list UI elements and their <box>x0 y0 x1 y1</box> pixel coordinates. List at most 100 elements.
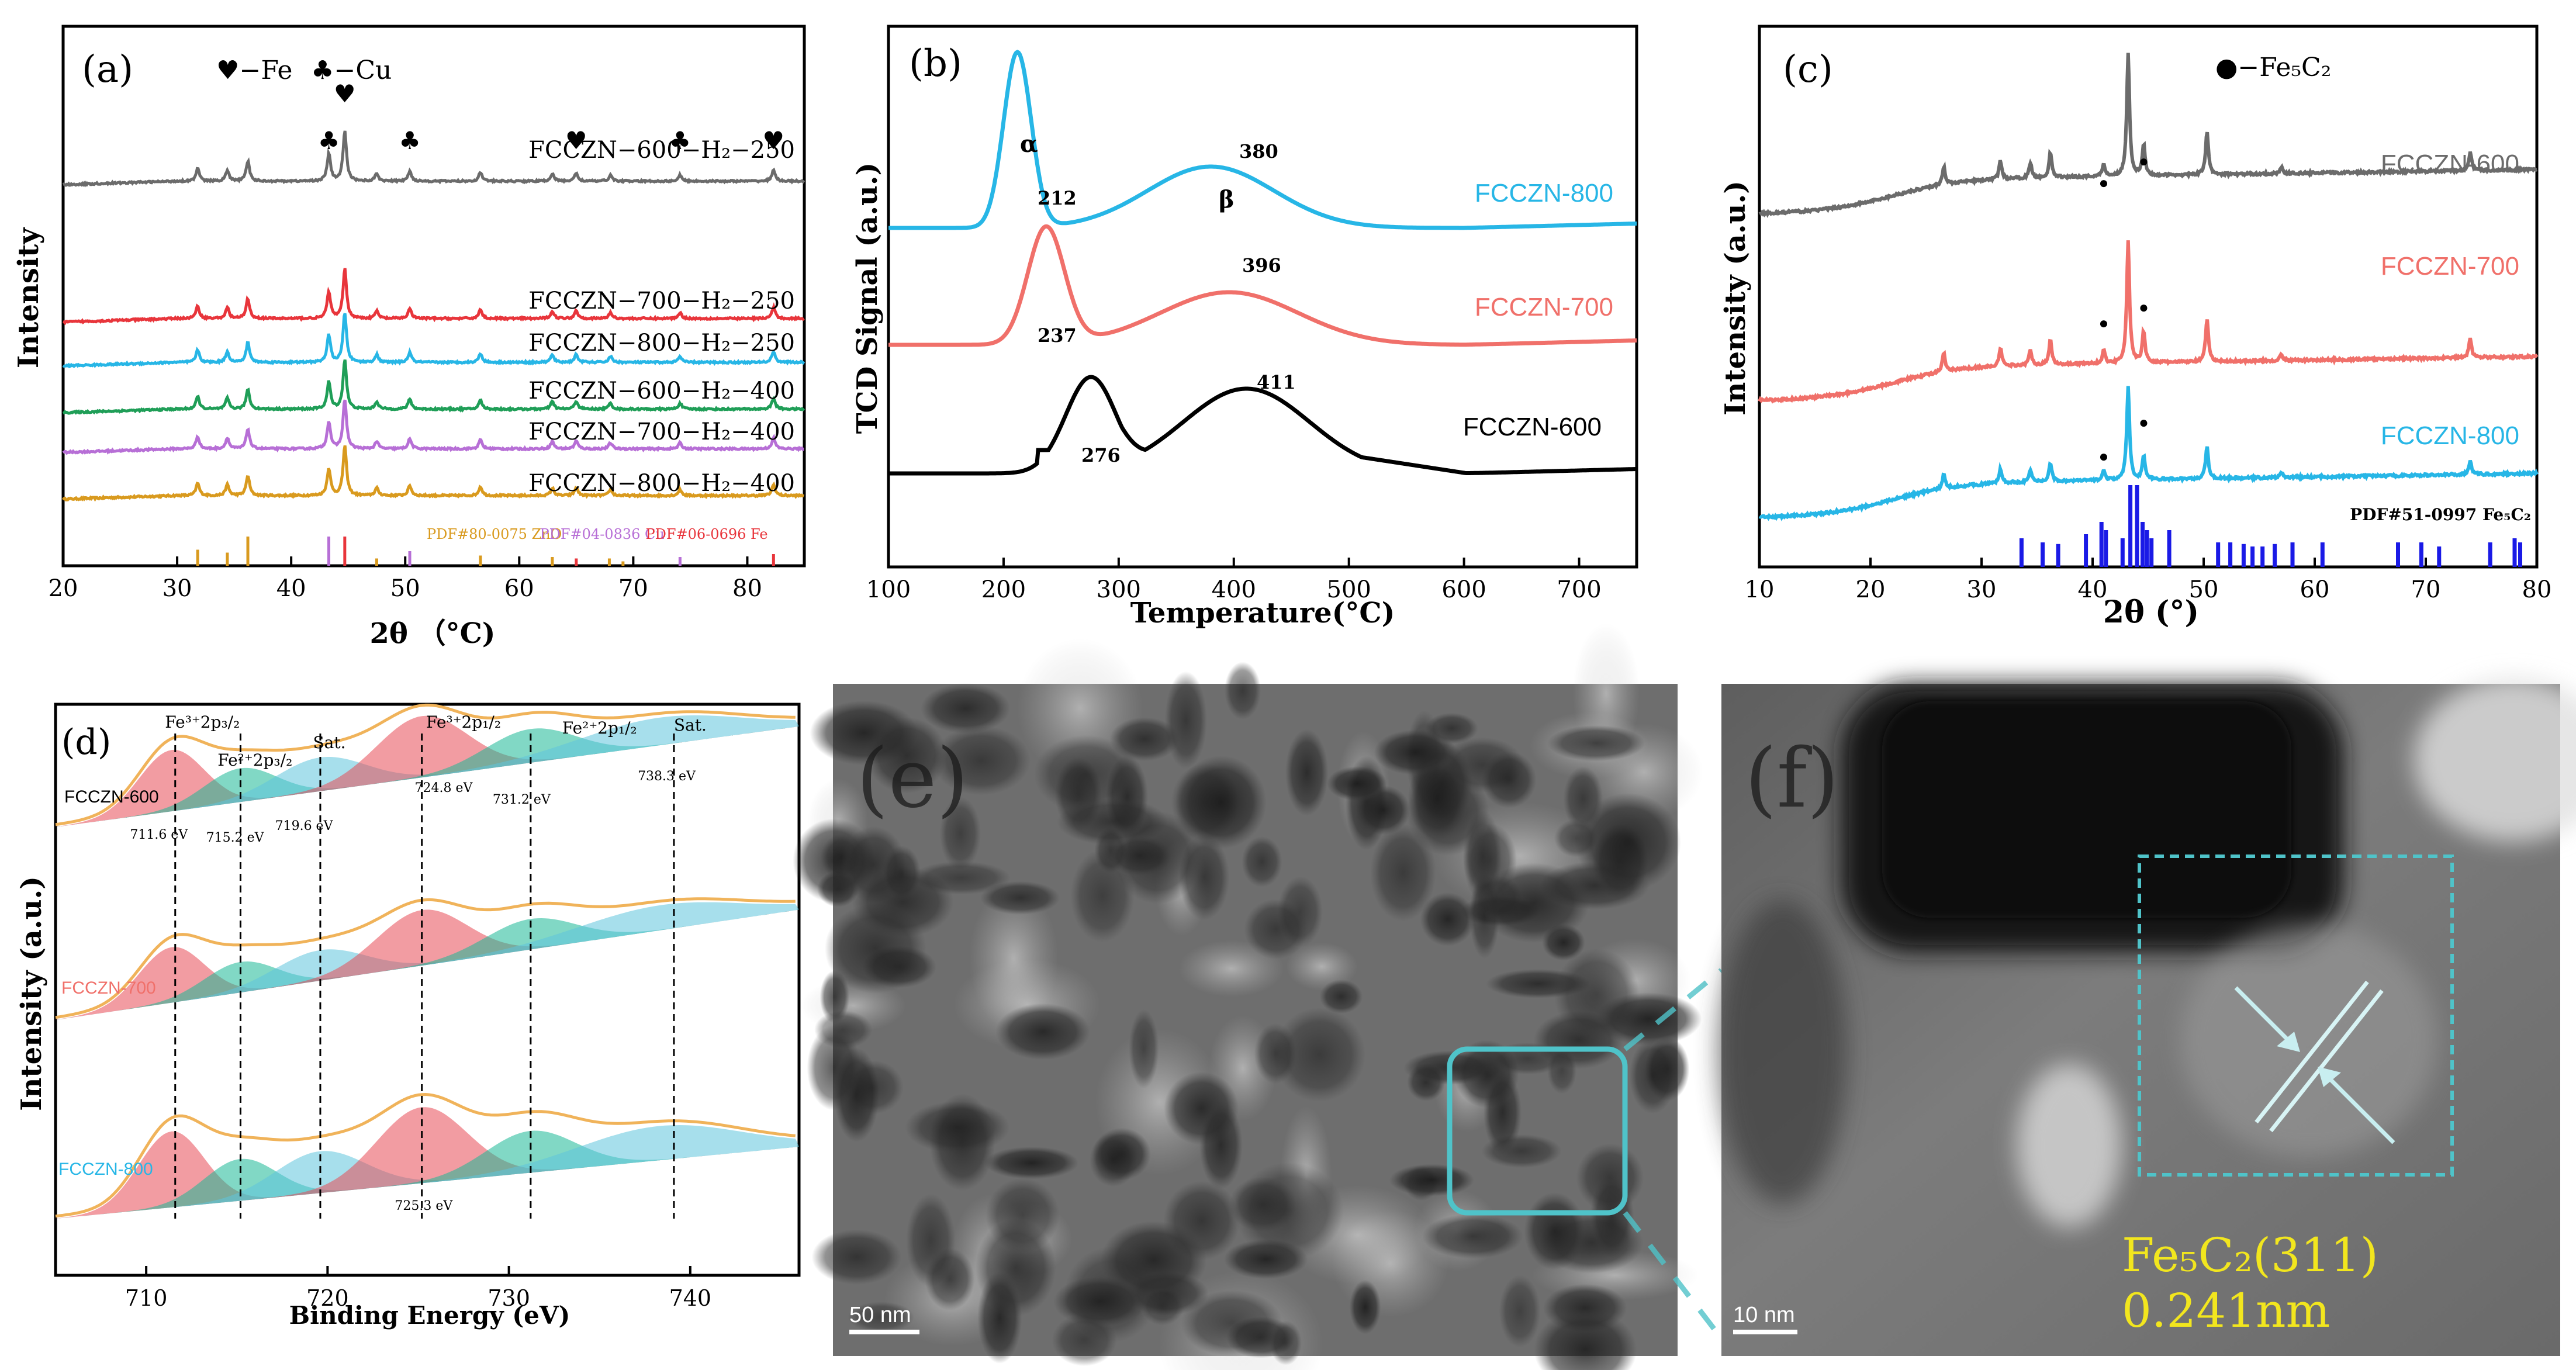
series-label-a-0: FCCZN−800−H₂−400 <box>528 470 795 497</box>
tpr-series-label-1: FCCZN-700 <box>1475 293 1613 321</box>
panel-c-xtick-label: 10 <box>1745 576 1775 603</box>
tpr-peak-temp: 237 <box>1038 324 1077 347</box>
xps-peak-assignment: Sat. <box>674 715 707 735</box>
tem-particle <box>984 1146 1079 1179</box>
zoom-connector-top <box>1623 968 1723 1051</box>
panel-f-label: (f) <box>1745 731 1839 826</box>
tem-particle <box>820 970 850 1024</box>
tem-particle <box>1327 766 1388 801</box>
tpr-peak-temp: 411 <box>1257 371 1296 393</box>
tem-particle <box>1547 1047 1577 1094</box>
tem-particle <box>1199 1101 1243 1189</box>
tem-particle <box>1033 735 1138 813</box>
xps-envelope-2 <box>55 703 796 826</box>
panel-d-xtick-label: 710 <box>125 1285 168 1311</box>
lattice-line-1 <box>2255 980 2369 1124</box>
panel-a-xtick-label: 60 <box>504 575 534 602</box>
arrow-lower-head <box>2318 1067 2341 1087</box>
panel-d-xtick-label: 740 <box>669 1285 712 1311</box>
tem-particle <box>932 725 1031 795</box>
tem-particle <box>1224 662 1261 720</box>
tem-particle <box>1181 1290 1283 1357</box>
d-spacing-label: 0.241nm <box>2122 1283 2330 1338</box>
tem-particle <box>1229 1177 1296 1233</box>
xrd-spent-line-1 <box>1758 240 2539 404</box>
tem-particle <box>1408 758 1467 840</box>
tem-bright-region <box>1286 942 1358 991</box>
xrd-spent-label-2: FCCZN-600 <box>2381 150 2519 178</box>
xps-series-label-0: FCCZN-800 <box>58 1160 153 1179</box>
panel-b-xtick-label: 500 <box>1327 576 1371 603</box>
fe5c2-marker: ● <box>2099 448 2109 466</box>
panel-b-ylabel: TCD Signal (a.u.) <box>851 162 884 434</box>
tem-particle <box>1629 1038 1676 1114</box>
tem-particle <box>905 1101 1010 1154</box>
panel-b-frame <box>887 25 1638 569</box>
reference-label: PDF#04-0836 Cu <box>540 526 665 542</box>
panel-c-xrd-spent: PDF#51-0997 Fe₅C₂ FCCZN-800 ● ● FCCZN-700 ● ●… <box>1719 25 2551 630</box>
tpr-peak-temp: 380 <box>1239 140 1278 162</box>
series-label-a-3: FCCZN−800−H₂−250 <box>528 330 795 357</box>
tem-particle <box>921 683 1011 734</box>
series-line-a-3 <box>62 313 805 369</box>
series-label-a-4: FCCZN−700−H₂−250 <box>528 288 795 314</box>
fe5c2-marker: ● <box>2139 414 2149 432</box>
panel-c-xtick-label: 40 <box>2078 576 2108 603</box>
tem-particle <box>1164 671 1208 769</box>
fe5c2-marker: ● <box>2099 314 2109 333</box>
alpha-peak-label: α <box>1020 130 1038 158</box>
panel-c-label: (c) <box>1783 48 1833 91</box>
xps-peak-assignment: Fe²⁺2p₃/₂ <box>217 750 292 770</box>
xrd-phase-marker: ♥ <box>763 126 785 155</box>
series-line-a-0 <box>61 445 805 502</box>
hrtem-bright-corner <box>2414 678 2576 842</box>
tem-particle <box>1089 1133 1137 1187</box>
xrd-spent-label-0: FCCZN-800 <box>2381 421 2519 450</box>
scalebar-f-label: 10 nm <box>1733 1303 1795 1327</box>
tem-particle <box>1242 836 1282 887</box>
lattice-plane-label: Fe₅C₂(311) <box>2122 1228 2378 1282</box>
xps-peak-assignment: Fe²⁺2p₁/₂ <box>562 718 637 738</box>
panel-a-xtick-label: 20 <box>49 575 78 602</box>
panel-d-ylabel: Intensity (a.u.) <box>15 876 48 1111</box>
xps-peak-assignment: Sat. <box>313 733 345 752</box>
series-line-a-5 <box>62 130 805 188</box>
panel-c-frame <box>1758 25 2539 569</box>
panel-b-xtick-label: 600 <box>1441 576 1486 603</box>
fe5c2-marker: ● <box>2139 299 2149 317</box>
tem-particle <box>1053 1276 1147 1327</box>
tem-particle <box>1052 1314 1117 1366</box>
tem-particle <box>881 845 921 901</box>
tem-particle <box>977 1271 1022 1364</box>
xps-binding-energy: 725.3 eV <box>395 1199 453 1213</box>
panel-c-xlabel: 2θ (°) <box>2103 594 2199 630</box>
panel-b-xtick-label: 200 <box>981 576 1026 603</box>
fe5c2-marker: ● <box>2139 153 2149 171</box>
tem-particle <box>1244 899 1308 960</box>
xps-peak-assignment: Fe³⁺2p₁/₂ <box>426 712 501 732</box>
tem-particle <box>848 1302 915 1333</box>
xrd-phase-marker: ♣ <box>318 126 340 155</box>
panel-a-xtick-label: 30 <box>162 575 192 602</box>
panel-b-xtick-label: 700 <box>1557 576 1601 603</box>
panel-a-ylabel: Intensity <box>12 227 45 368</box>
panel-b-xtick-label: 300 <box>1097 576 1141 603</box>
tem-particle <box>1109 717 1180 762</box>
xps-envelope-0 <box>55 1092 796 1218</box>
xps-binding-energy: 719.6 eV <box>275 819 334 833</box>
tem-particle <box>1254 1023 1297 1084</box>
tpr-curve-1 <box>888 224 1637 347</box>
tem-particle <box>1575 793 1681 892</box>
xps-binding-energy: 711.6 eV <box>130 828 188 842</box>
tem-particle <box>1140 1286 1184 1326</box>
legend-cu: ♣−Cu <box>311 56 392 85</box>
tpr-series-label-2: FCCZN-600 <box>1463 413 1602 441</box>
xrd-phase-marker: ♥ <box>565 126 587 155</box>
xps-binding-energy: 731.2 eV <box>493 793 551 807</box>
xps-component-0-5 <box>56 1125 799 1219</box>
panel-c-xtick-label: 70 <box>2411 576 2441 603</box>
panel-c-xtick-label: 50 <box>2189 576 2219 603</box>
xps-component-2-5 <box>56 715 799 827</box>
